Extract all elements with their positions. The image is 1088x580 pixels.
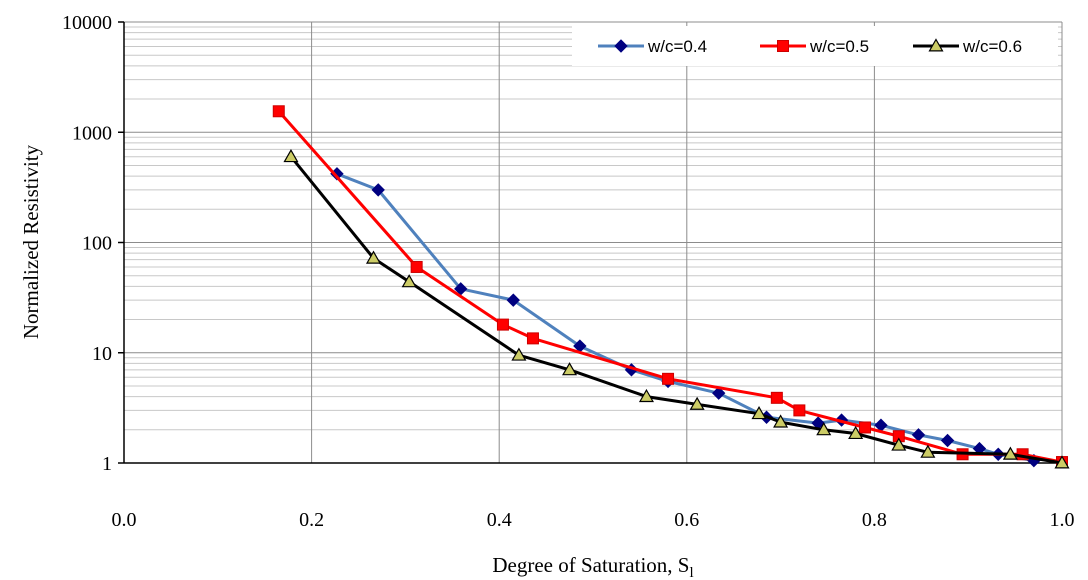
legend-box	[572, 26, 1058, 66]
y-tick-label: 100	[82, 233, 112, 255]
data-point	[920, 444, 936, 458]
legend-marker	[777, 40, 789, 52]
data-point	[770, 391, 783, 404]
data-point	[511, 347, 527, 361]
y-axis-title: Normalized Resistivity	[19, 144, 43, 339]
x-tick-label: 0.8	[862, 509, 887, 531]
data-point	[751, 405, 767, 420]
legend: w/c=0.4 w/c=0.5 w/c=0.6	[572, 26, 1058, 66]
data-point	[401, 274, 417, 288]
data-point	[859, 421, 872, 434]
x-axis-title-subscript: l	[689, 565, 693, 580]
legend-marker	[614, 39, 628, 53]
x-tick-label: 0.2	[299, 509, 324, 531]
legend-label: w/c=0.4	[647, 37, 707, 56]
x-axis-title: Degree of Saturation, Sl	[492, 553, 693, 580]
y-tick-label: 1	[102, 453, 112, 475]
x-tick-label: 0.0	[112, 509, 137, 531]
data-point	[526, 332, 539, 345]
data-point	[371, 183, 385, 197]
legend-label: w/c=0.5	[809, 37, 869, 56]
data-point	[816, 422, 832, 436]
grid	[123, 21, 1063, 464]
data-point	[848, 425, 864, 440]
data-point	[793, 404, 806, 417]
x-tick-label: 0.4	[487, 509, 512, 531]
data-point	[638, 388, 654, 403]
data-point	[410, 260, 423, 273]
data-point	[662, 372, 675, 385]
axes	[118, 21, 1063, 464]
x-tick-label: 1.0	[1050, 509, 1075, 531]
y-tick-label: 10000	[62, 12, 112, 34]
data-point	[562, 362, 578, 376]
data-point	[365, 250, 382, 264]
data-point	[940, 433, 955, 448]
series-layer	[272, 105, 1070, 469]
series-3	[283, 148, 1070, 469]
legend-marker	[928, 38, 944, 52]
legend-label: w/c=0.6	[962, 37, 1022, 56]
tick-labels: 1 10 100 1000 10000 0.0 0.2 0.4 0.6 0.8 1.0	[62, 12, 1075, 531]
data-point	[283, 148, 299, 163]
data-point	[1002, 446, 1018, 460]
data-point	[689, 396, 705, 410]
y-tick-label: 10	[92, 343, 112, 365]
data-point	[496, 318, 509, 331]
x-tick-label: 0.6	[674, 509, 699, 531]
x-axis-title-main: Degree of Saturation, S	[492, 553, 689, 577]
data-point	[272, 105, 285, 118]
data-point	[506, 293, 520, 307]
data-point	[773, 414, 789, 428]
data-point	[891, 437, 907, 451]
y-tick-label: 1000	[72, 122, 112, 144]
data-point	[1054, 455, 1070, 469]
data-point	[711, 386, 726, 400]
